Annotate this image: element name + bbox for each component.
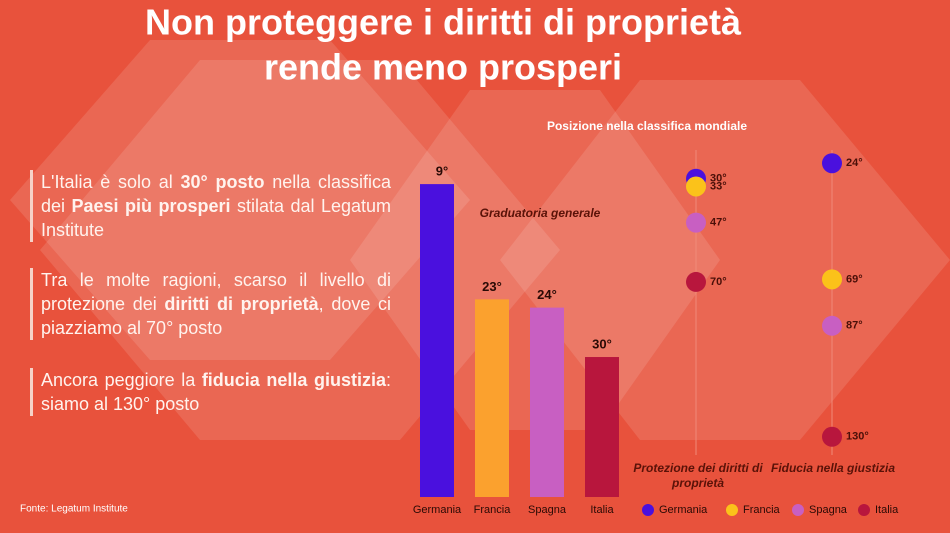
- legend-label: Germania: [659, 504, 708, 516]
- text-run: Paesi più prosperi: [71, 196, 231, 216]
- legend-swatch: [726, 504, 738, 516]
- legend-swatch: [792, 504, 804, 516]
- bar: [420, 184, 454, 497]
- title-line: rende meno prosperi: [264, 47, 622, 88]
- x-tick-label: Italia: [590, 504, 614, 516]
- bar: [530, 307, 564, 497]
- value-label: 24°: [846, 157, 863, 169]
- paragraph: Tra le molte ragioni, scarso il livello …: [30, 268, 391, 340]
- value-label: 30°: [592, 336, 612, 351]
- chart-subtitle: Posizione nella classifica mondiale: [547, 119, 747, 133]
- text-run: fiducia nella giustizia: [201, 370, 386, 390]
- text-run: diritti di proprietà: [164, 294, 319, 314]
- legend-swatch: [642, 504, 654, 516]
- column-label: Protezione dei diritti di proprietà: [633, 461, 763, 490]
- dot: [686, 212, 706, 233]
- value-label: 9°: [436, 164, 448, 179]
- dot: [822, 315, 842, 336]
- paragraph: L'Italia è solo al 30° posto nella class…: [30, 170, 391, 242]
- x-tick-label: Francia: [474, 504, 512, 516]
- dot: [686, 176, 706, 197]
- title-line: Non proteggere i diritti di proprietà: [145, 2, 742, 43]
- text-run: 30° posto: [180, 172, 265, 192]
- paragraph: Ancora peggiore la fiducia nella giustiz…: [30, 368, 391, 416]
- x-tick-label: Spagna: [528, 504, 567, 516]
- legend-swatch: [858, 504, 870, 516]
- legend-label: Spagna: [809, 504, 848, 516]
- chart-subtitle: Graduatoria generale: [480, 206, 601, 220]
- legend-label: Francia: [743, 504, 781, 516]
- value-label: 33°: [710, 180, 727, 192]
- bar: [585, 357, 619, 497]
- source: Fonte: Legatum Institute: [20, 504, 128, 515]
- text-run: Tra le molte ragioni, scarso il livello …: [41, 270, 391, 314]
- value-label: 47°: [710, 216, 727, 228]
- text-run: stilata dal Legatum Institute: [41, 196, 391, 240]
- value-label: 30°: [710, 173, 727, 185]
- legend-label: Italia: [875, 504, 899, 516]
- value-label: 87°: [846, 320, 863, 332]
- text-run: L'Italia è solo al: [41, 172, 181, 192]
- dot: [822, 269, 842, 290]
- dot: [686, 271, 706, 292]
- text-run: nella classifica dei: [41, 172, 392, 216]
- value-label: 24°: [537, 287, 557, 302]
- value-label: 69°: [846, 273, 863, 285]
- bar: [475, 299, 509, 497]
- text-run: : siamo al 130° posto: [41, 370, 391, 414]
- value-label: 23°: [482, 279, 502, 294]
- dot: [822, 426, 842, 447]
- text-run: Ancora peggiore la: [41, 370, 202, 390]
- x-tick-label: Germania: [413, 504, 462, 516]
- dot: [822, 153, 842, 174]
- text-run: , dove ci piazziamo al 70° posto: [41, 294, 391, 338]
- value-label: 130°: [846, 431, 869, 443]
- column-label: Fiducia nella giustizia: [770, 461, 896, 475]
- value-label: 70°: [710, 276, 727, 288]
